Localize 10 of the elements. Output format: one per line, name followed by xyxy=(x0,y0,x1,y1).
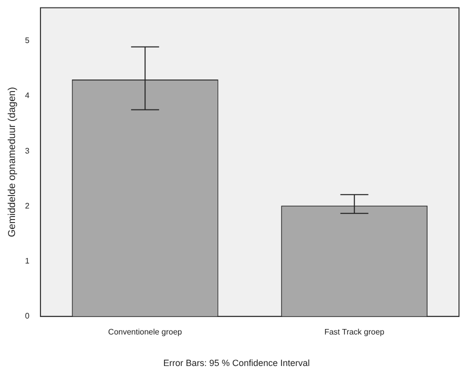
x-tick-label: Conventionele groep xyxy=(108,327,183,336)
y-tick-label: 0 xyxy=(24,312,30,321)
x-tick-label: Fast Track groep xyxy=(324,327,385,336)
y-tick-label: 4 xyxy=(24,91,30,100)
text: Error Bars: 95 % Confidence Interval xyxy=(162,358,311,368)
y-tick-label: 3 xyxy=(24,146,30,156)
y-tick-label: 5 xyxy=(24,36,30,46)
y-tick-label: 1 xyxy=(24,256,30,266)
y-tick-label: 2 xyxy=(24,201,30,210)
y-axis-title: Gemiddelde opnameduur (dagen) xyxy=(6,87,18,238)
